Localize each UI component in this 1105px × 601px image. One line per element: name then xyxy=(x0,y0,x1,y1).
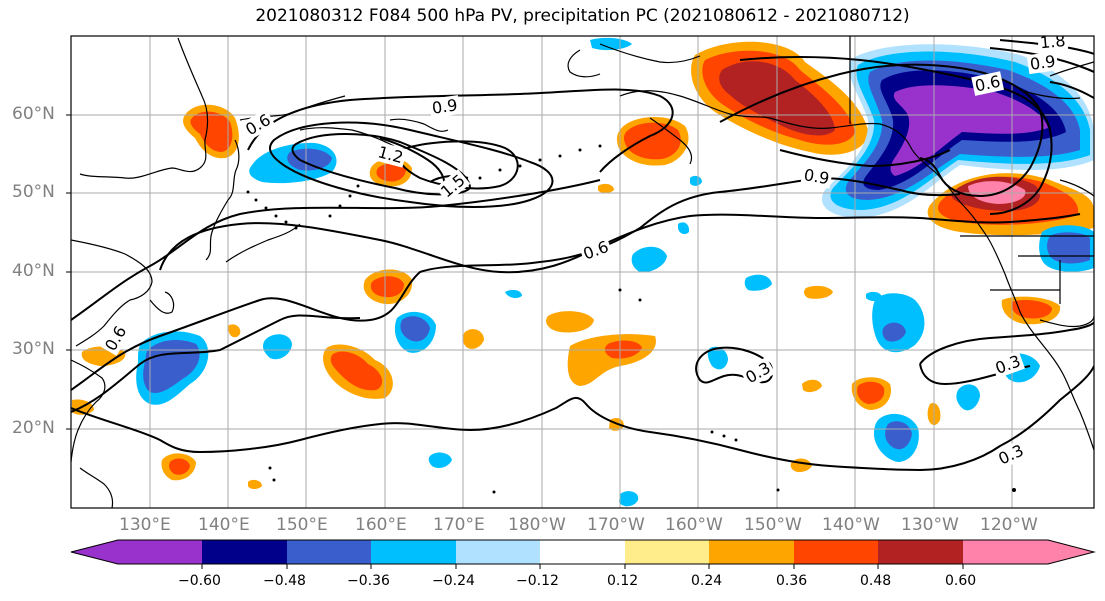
precip-negative-region xyxy=(866,291,882,301)
precip-positive-region xyxy=(598,183,614,193)
lon-label: 140°E xyxy=(198,515,250,535)
island-chains xyxy=(246,144,1016,494)
map-title: 2021080312 F084 500 hPa PV, precipitatio… xyxy=(255,6,910,26)
colorbar-tick-label: 0.36 xyxy=(776,573,808,589)
colorbar xyxy=(70,539,1096,569)
contour-label-background xyxy=(435,169,471,203)
contour-label-background xyxy=(990,350,1026,379)
lon-label: 170°E xyxy=(433,515,485,535)
colorbar-segment xyxy=(878,540,963,564)
lon-label: 180°W xyxy=(508,515,566,535)
lon-label: 130°W xyxy=(901,515,959,535)
contour-label: 0.9 xyxy=(802,165,830,188)
colorbar-segment xyxy=(625,540,709,564)
precip-negative-region xyxy=(690,175,702,186)
lon-label: 160°W xyxy=(665,515,723,535)
lon-label: 150°W xyxy=(744,515,802,535)
contour-label: 0.9 xyxy=(1029,52,1057,74)
colorbar-segment xyxy=(287,540,371,564)
precip-positive-region xyxy=(462,329,484,349)
contour-label-background xyxy=(428,95,461,119)
precip-negative-region xyxy=(707,346,728,370)
precip-positive-region xyxy=(248,479,262,489)
lon-label: 170°W xyxy=(587,515,645,535)
precip-negative-region xyxy=(956,384,980,411)
precip-positive-region xyxy=(1011,300,1052,319)
colorbar-tick-label: 0.24 xyxy=(691,573,723,589)
contour-label-background xyxy=(740,356,776,389)
graticule xyxy=(71,36,1094,508)
lat-label: 50°N xyxy=(12,182,55,202)
colorbar-segment xyxy=(456,540,540,564)
precip-negative-region xyxy=(400,316,430,342)
contour-label: 0.6 xyxy=(973,72,1002,96)
precip-negative-region xyxy=(744,274,772,291)
precip-negative-region xyxy=(619,491,639,507)
precip-negative-region xyxy=(678,222,690,235)
precip-negative-region xyxy=(590,37,632,51)
precip-negative-region xyxy=(428,452,452,468)
precip-positive-region xyxy=(857,381,885,404)
precip-positive-region xyxy=(376,163,406,182)
colorbar-tick-label: 0.12 xyxy=(607,573,639,589)
lon-label: 130°E xyxy=(119,515,171,535)
axis-ticks xyxy=(66,114,71,430)
contour-label-background xyxy=(993,439,1029,470)
contour-label-background xyxy=(800,164,833,189)
colorbar-tick-label: −0.12 xyxy=(516,573,559,589)
lon-label: 160°E xyxy=(355,515,407,535)
precip-positive-region xyxy=(546,311,594,333)
colorbar-tick-label: −0.48 xyxy=(263,573,306,589)
precip-positive-region xyxy=(330,351,383,391)
precip-positive-region xyxy=(228,324,241,338)
colorbar-tick-label: 0.60 xyxy=(945,573,977,589)
lat-label: 40°N xyxy=(12,261,55,281)
colorbar-segment xyxy=(794,540,878,564)
precip-negative-region xyxy=(885,421,912,450)
colorbar-segment xyxy=(118,540,202,564)
precip-positive-region xyxy=(623,122,681,160)
precip-positive-region xyxy=(802,379,822,393)
colorbar-tick-label: −0.60 xyxy=(178,573,221,589)
contour-label: 0.9 xyxy=(431,95,459,117)
colorbar-tick-label: −0.24 xyxy=(432,573,475,589)
coastlines xyxy=(71,36,1094,508)
colorbar-segment xyxy=(540,540,625,564)
lon-label: 140°W xyxy=(822,515,880,535)
precip-negative-region xyxy=(631,246,667,273)
precip-positive-region xyxy=(370,276,404,298)
precip-negative-region xyxy=(262,334,292,360)
colorbar-segment xyxy=(371,540,456,564)
colorbar-tick-label: −0.36 xyxy=(347,573,390,589)
contour-label-background xyxy=(240,108,276,141)
lat-label: 20°N xyxy=(12,418,55,438)
colorbar-tick-label: 0.48 xyxy=(860,573,892,589)
precip-negative-region xyxy=(1047,232,1090,264)
contour-label-background xyxy=(578,236,613,265)
precip-negative-region xyxy=(287,148,332,171)
colorbar-extend-low xyxy=(71,540,118,564)
map-content: 0.6 0.9 1.2 1.5 0.6 0.9 0.6 0.9 1.8 0.3 … xyxy=(71,31,1094,508)
lon-label: 120°W xyxy=(980,515,1038,535)
precip-positive-region xyxy=(803,285,833,299)
precip-positive-region xyxy=(169,458,190,475)
contour-label-background xyxy=(1026,51,1059,75)
colorbar-segment xyxy=(202,540,287,564)
contour-label-background xyxy=(100,320,132,356)
colorbar-segment xyxy=(963,540,1048,564)
precip-negative-region xyxy=(882,322,906,342)
precip-negative-region xyxy=(890,85,1048,176)
lat-label: 30°N xyxy=(12,339,55,359)
precip-positive-region xyxy=(190,111,233,152)
contour-label: 1.8 xyxy=(1039,31,1066,52)
lat-label: 60°N xyxy=(12,104,55,124)
lon-label: 150°E xyxy=(276,515,328,535)
contour-label-background xyxy=(373,141,408,168)
colorbar-segment xyxy=(709,540,794,564)
colorbar-extend-high xyxy=(1048,540,1094,564)
precip-negative-region xyxy=(505,289,522,299)
contour-label-background xyxy=(971,71,1005,96)
colorbar-outline xyxy=(70,539,1096,565)
